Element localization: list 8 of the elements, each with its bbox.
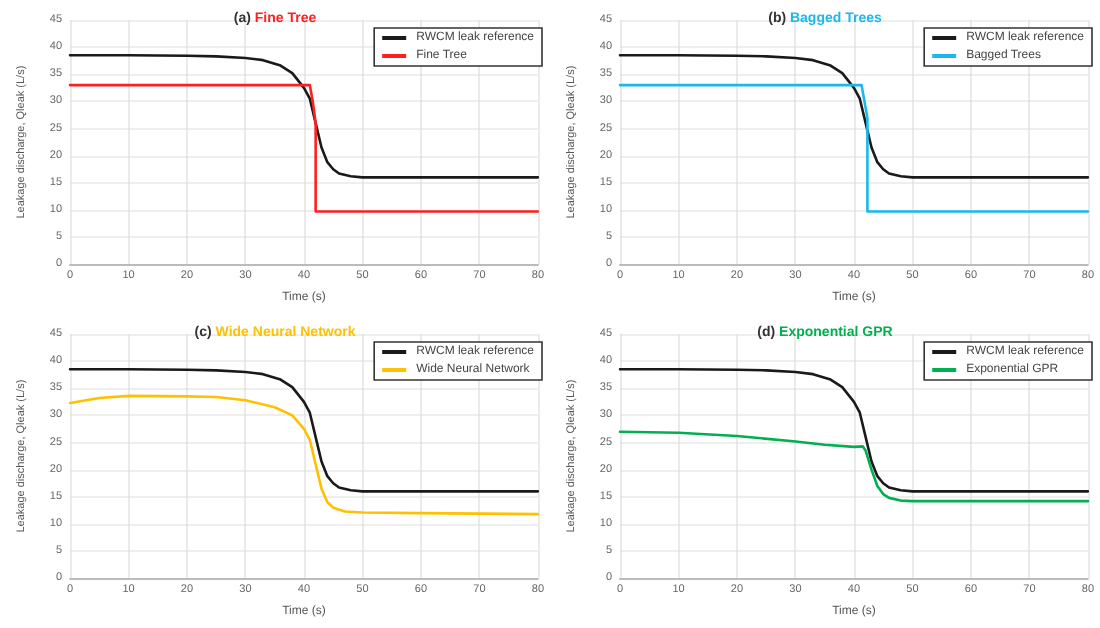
line-series xyxy=(68,394,540,516)
line-series xyxy=(68,367,540,493)
line-series xyxy=(618,430,1090,503)
line-series xyxy=(68,53,540,179)
line-series xyxy=(618,53,1090,179)
line-series xyxy=(68,83,540,213)
line-series xyxy=(618,367,1090,493)
line-series xyxy=(618,83,1090,213)
